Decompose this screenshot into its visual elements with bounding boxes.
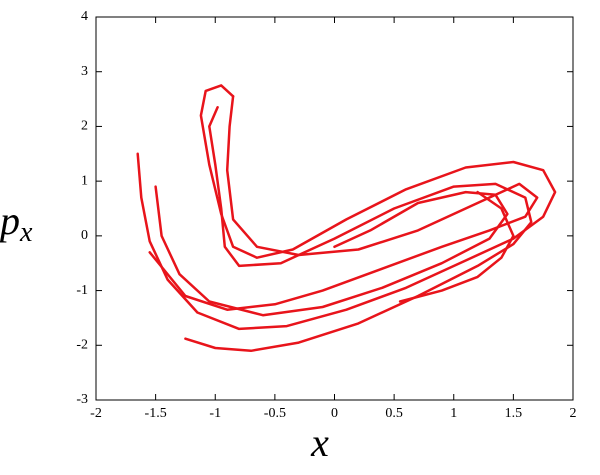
attractor-strand [148, 95, 539, 311]
x-tick-label: 2 [570, 406, 577, 421]
y-tick-label: 4 [81, 9, 88, 24]
x-tick-label: -1.5 [145, 406, 167, 421]
x-tick-label: 0 [331, 406, 338, 421]
attractor-strand [136, 84, 557, 331]
attractor-strand [398, 190, 515, 303]
x-tick-label: 0.5 [385, 406, 403, 421]
attractor-strand [154, 185, 509, 317]
y-tick-label: 2 [81, 119, 88, 134]
y-tick-label: 1 [81, 173, 88, 188]
y-tick-label: -3 [76, 392, 88, 407]
y-tick-label: -1 [76, 283, 88, 298]
x-tick-label: -0.5 [264, 406, 286, 421]
y-axis-label-base: p [0, 198, 20, 243]
y-axis-label: px [0, 198, 33, 248]
y-axis-label-subscript: x [19, 217, 33, 248]
y-tick-label: -2 [76, 338, 88, 353]
x-tick-label: 1.5 [505, 406, 523, 421]
attractor-strand [184, 106, 533, 353]
x-axis-label: x [310, 420, 329, 465]
x-tick-label: -2 [90, 406, 102, 421]
x-tick-label: 1 [450, 406, 457, 421]
y-tick-label: 0 [81, 228, 88, 243]
y-tick-label: 3 [81, 64, 88, 79]
x-tick-label: -1 [209, 406, 221, 421]
